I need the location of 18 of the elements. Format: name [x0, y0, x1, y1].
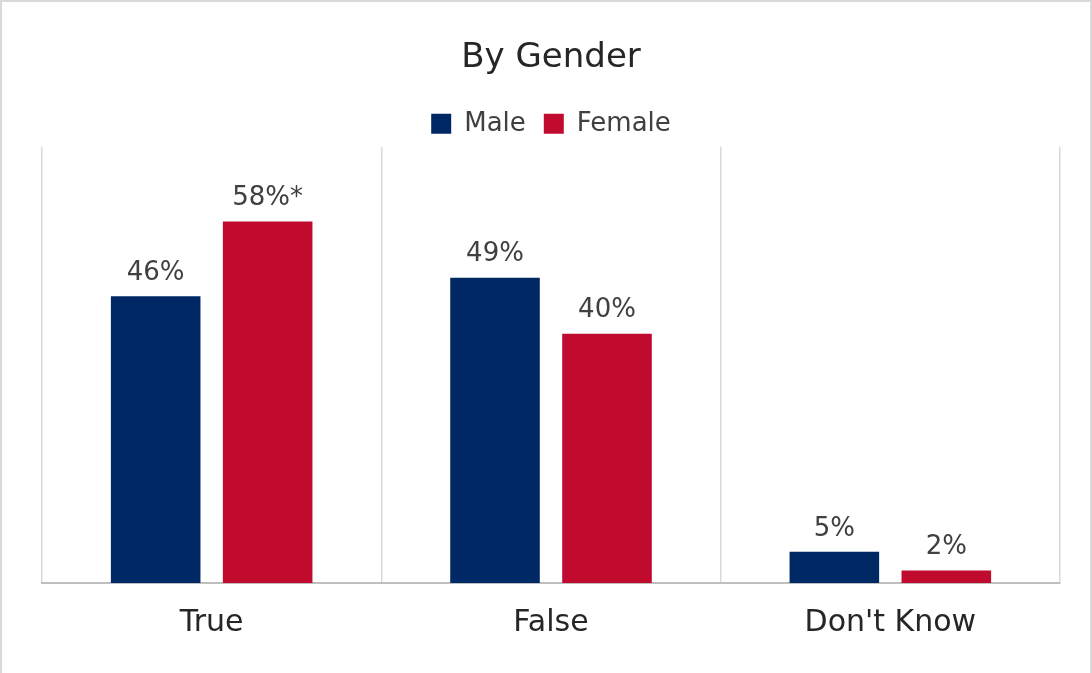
data-label: 2% — [925, 530, 967, 561]
chart-title: By Gender — [461, 35, 641, 76]
bar — [110, 296, 201, 583]
data-label: 58%* — [232, 181, 304, 212]
x-tick-label: False — [513, 602, 589, 638]
bar — [222, 221, 313, 583]
data-label: 46% — [126, 256, 185, 287]
legend-label: Female — [576, 106, 671, 137]
bar — [789, 551, 880, 583]
legend-label: Male — [464, 106, 526, 137]
bar — [901, 570, 992, 583]
data-label: 49% — [466, 237, 524, 268]
bar — [450, 277, 540, 583]
x-tick-label: Don't Know — [804, 602, 977, 638]
data-label: 5% — [813, 511, 855, 542]
x-tick-label: True — [178, 602, 244, 638]
bar — [562, 333, 652, 583]
data-label: 40% — [578, 293, 636, 324]
